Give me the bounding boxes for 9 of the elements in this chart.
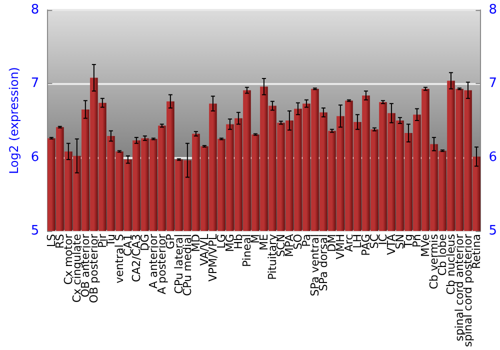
y-axis-title: Log2 (expression) (7, 67, 21, 174)
y-tick-label: 5 (30, 224, 40, 239)
y-tick-label: 7 (30, 76, 40, 92)
y2-tick-label: 5 (488, 224, 498, 239)
y2-tick-label: 6 (488, 150, 498, 165)
y-tick-label: 8 (30, 2, 40, 18)
y2-tick-label: 8 (488, 2, 498, 18)
y2-tick-label: 7 (488, 76, 498, 92)
y-tick-label: 6 (30, 150, 40, 165)
